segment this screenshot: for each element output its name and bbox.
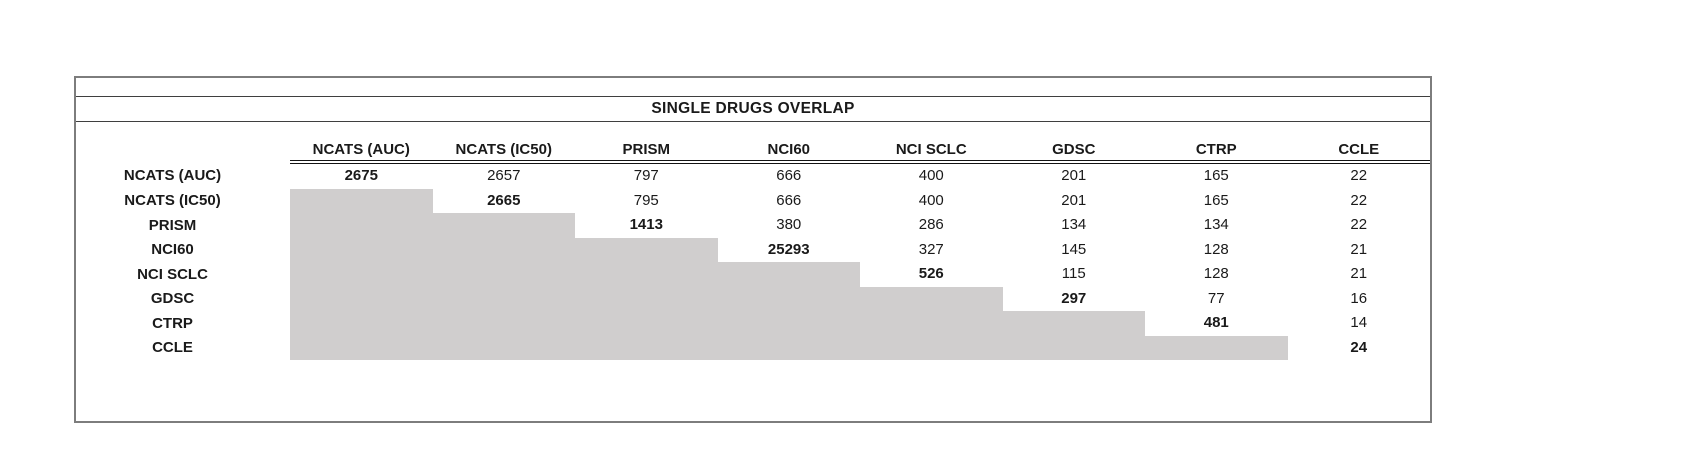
- overlap-value-cell: 134: [1061, 216, 1087, 233]
- table-title: SINGLE DRUGS OVERLAP: [76, 97, 1430, 122]
- shaded-cell: [860, 286, 1003, 311]
- shaded-cell: [432, 237, 575, 262]
- overlap-value-cell: 128: [1203, 240, 1229, 258]
- row-label: PRISM: [148, 216, 197, 234]
- frame-top-band: [76, 78, 1430, 97]
- column-header: NCATS (AUC): [290, 122, 433, 164]
- overlap-value-cell: 22: [1350, 167, 1368, 184]
- overlap-value-cell: 128: [1203, 265, 1229, 282]
- table-row: NCATS (AUC) 2675 2657 797 666 400 201 165 22: [76, 162, 1430, 189]
- overlap-matrix-table: NCATS (AUC) NCATS (IC50) PRISM NCI60 NCI SCL…: [76, 122, 1430, 360]
- overlap-value-cell: 795: [633, 191, 659, 209]
- overlap-value-cell: 21: [1350, 240, 1368, 258]
- column-header: CCLE: [1287, 122, 1430, 164]
- row-label: NCI60: [151, 241, 194, 259]
- column-header: NCI60: [717, 122, 860, 164]
- overlap-value-cell: 380: [776, 216, 802, 233]
- shaded-cell: [717, 286, 860, 311]
- overlap-value-cell: 2657: [487, 167, 521, 184]
- shaded-cell: [290, 311, 433, 336]
- shaded-cell: [860, 335, 1003, 360]
- row-label: NCI SCLC: [137, 265, 208, 283]
- overlap-value-cell: 400: [918, 167, 944, 184]
- diagonal-value-cell: 25293: [767, 240, 810, 258]
- table-row: CTRP 481 14: [76, 311, 1430, 336]
- diagonal-value-cell: 24: [1350, 338, 1368, 356]
- overlap-value-cell: 145: [1061, 240, 1087, 258]
- shaded-cell: [432, 335, 575, 360]
- shaded-cell: [575, 262, 718, 287]
- overlap-value-cell: 797: [633, 167, 659, 184]
- table-row: GDSC 297 77 16: [76, 286, 1430, 311]
- overlap-value-cell: 134: [1203, 216, 1229, 233]
- table-row: PRISM 1413 380 286 134 134 22: [76, 213, 1430, 238]
- column-header-row: NCATS (AUC) NCATS (IC50) PRISM NCI60 NCI SCL…: [76, 122, 1430, 164]
- column-header: CTRP: [1145, 122, 1288, 164]
- shaded-cell: [575, 311, 718, 336]
- overlap-value-cell: 400: [918, 191, 944, 209]
- table-row: NCI SCLC 526 115 128 21: [76, 262, 1430, 287]
- shaded-cell: [290, 286, 433, 311]
- diagonal-value-cell: 1413: [629, 216, 663, 233]
- shaded-cell: [290, 335, 433, 360]
- overlap-value-cell: 666: [776, 167, 802, 184]
- overlap-value-cell: 201: [1061, 191, 1087, 209]
- shaded-cell: [575, 335, 718, 360]
- overlap-value-cell: 14: [1350, 314, 1368, 331]
- shaded-cell: [575, 237, 718, 262]
- shaded-cell: [717, 335, 860, 360]
- overlap-value-cell: 327: [918, 240, 944, 258]
- shaded-cell: [1145, 335, 1288, 360]
- diagonal-value-cell: 2675: [344, 167, 378, 184]
- shaded-cell: [432, 262, 575, 287]
- row-label: NCATS (IC50): [124, 192, 221, 210]
- diagonal-value-cell: 526: [918, 265, 944, 282]
- column-header: NCATS (IC50): [432, 122, 575, 164]
- shaded-cell: [1002, 335, 1145, 360]
- overlap-table-frame: SINGLE DRUGS OVERLAP NCATS (AUC) NCATS (I…: [74, 76, 1432, 423]
- row-label: NCATS (AUC): [123, 166, 222, 184]
- shaded-cell: [432, 213, 575, 238]
- diagonal-value-cell: 2665: [487, 191, 521, 209]
- table-row: CCLE 24: [76, 335, 1430, 360]
- shaded-cell: [290, 262, 433, 287]
- row-label: GDSC: [150, 290, 195, 308]
- corner-cell: [76, 122, 290, 162]
- shaded-cell: [1002, 311, 1145, 336]
- overlap-value-cell: 165: [1203, 191, 1229, 209]
- row-label: CTRP: [152, 314, 193, 332]
- overlap-value-cell: 165: [1203, 167, 1229, 184]
- shaded-cell: [432, 311, 575, 336]
- column-header: GDSC: [1002, 122, 1145, 164]
- row-label: CCLE: [152, 339, 193, 357]
- overlap-value-cell: 77: [1207, 289, 1225, 307]
- shaded-cell: [717, 311, 860, 336]
- table-row: NCI60 25293 327 145 128 21: [76, 237, 1430, 262]
- shaded-cell: [290, 237, 433, 262]
- overlap-value-cell: 21: [1350, 265, 1368, 282]
- diagonal-value-cell: 297: [1061, 289, 1087, 307]
- shaded-cell: [860, 311, 1003, 336]
- column-header: PRISM: [575, 122, 718, 164]
- diagonal-value-cell: 481: [1203, 314, 1229, 331]
- shaded-cell: [432, 286, 575, 311]
- shaded-cell: [290, 188, 433, 213]
- overlap-value-cell: 22: [1350, 191, 1368, 209]
- shaded-cell: [717, 262, 860, 287]
- overlap-value-cell: 16: [1350, 289, 1368, 307]
- shaded-cell: [290, 213, 433, 238]
- shaded-cell: [575, 286, 718, 311]
- overlap-value-cell: 201: [1061, 167, 1087, 184]
- overlap-value-cell: 286: [918, 216, 944, 233]
- column-header: NCI SCLC: [860, 122, 1003, 164]
- overlap-value-cell: 22: [1350, 216, 1368, 233]
- overlap-value-cell: 115: [1061, 265, 1086, 282]
- overlap-value-cell: 666: [776, 191, 802, 209]
- table-row: NCATS (IC50) 2665 795 666 400 201 165 22: [76, 188, 1430, 213]
